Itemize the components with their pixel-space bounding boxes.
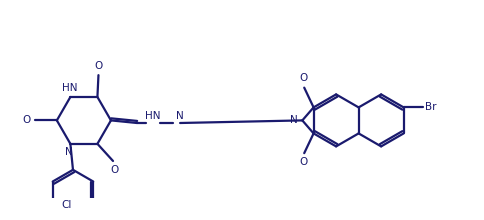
Text: HN: HN [145, 111, 161, 121]
Text: N: N [176, 111, 183, 121]
Text: O: O [23, 116, 31, 125]
Text: O: O [299, 73, 307, 83]
Text: N: N [65, 147, 73, 158]
Text: O: O [299, 157, 307, 167]
Text: O: O [94, 61, 103, 71]
Text: O: O [110, 165, 118, 175]
Text: Br: Br [424, 102, 436, 112]
Text: N: N [290, 116, 298, 125]
Text: HN: HN [61, 83, 77, 93]
Text: Cl: Cl [61, 200, 71, 210]
